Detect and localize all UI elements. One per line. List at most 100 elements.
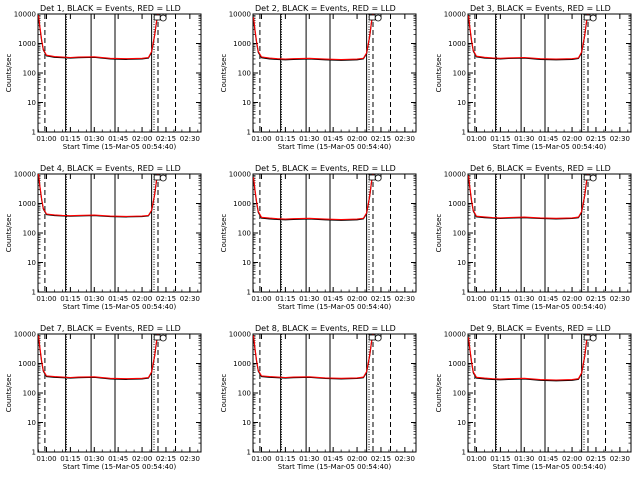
- x-tick-label: 01:30: [514, 135, 534, 143]
- series-line-lld: [37, 173, 159, 217]
- series-line-lld: [252, 333, 374, 379]
- y-tick-label: 1000: [18, 40, 36, 48]
- x-tick-label: 02:15: [156, 135, 176, 143]
- x-tick-label: 02:00: [562, 295, 582, 303]
- y-tick-label: 1: [247, 129, 251, 137]
- plot-frame: [37, 333, 202, 453]
- x-tick-label: 02:30: [395, 295, 415, 303]
- y-tick-label: 1000: [448, 200, 466, 208]
- series-line-events: [252, 13, 374, 61]
- y-tick-label: 10000: [444, 171, 466, 179]
- series-line-events: [37, 13, 159, 60]
- box-marker-icon: [583, 174, 591, 181]
- x-tick-label: 01:00: [36, 295, 56, 303]
- plot-frame: [467, 173, 632, 293]
- series-line-events: [467, 333, 589, 382]
- box-marker-icon: [153, 14, 161, 21]
- y-tick-label: 100: [453, 230, 466, 238]
- x-axis-label: Start Time (15-Mar-05 00:54:40): [278, 303, 392, 311]
- box-marker-icon: [368, 334, 376, 341]
- panel-det-5: Det 5, BLACK = Events, RED = LLD 1 10 100 10…: [220, 164, 417, 311]
- x-tick-label: 01:30: [514, 295, 534, 303]
- x-tick-label: 02:15: [371, 135, 391, 143]
- y-axis-label: Counts/sec: [220, 374, 228, 413]
- x-tick-label: 01:00: [466, 455, 486, 463]
- panel-det-6: Det 6, BLACK = Events, RED = LLD 1 10 100 10…: [435, 164, 632, 311]
- y-tick-label: 10000: [444, 11, 466, 19]
- circle-marker-icon: [159, 174, 167, 182]
- y-tick-label: 1000: [18, 360, 36, 368]
- series-line-events: [37, 173, 159, 218]
- y-tick-label: 10: [27, 259, 36, 267]
- x-tick-label: 02:15: [156, 295, 176, 303]
- panel-det-2: Det 2, BLACK = Events, RED = LLD 1 10 100 10…: [220, 4, 417, 151]
- x-axis-label: Start Time (15-Mar-05 00:54:40): [493, 463, 607, 471]
- box-marker-icon: [583, 334, 591, 341]
- plot-title: Det 5, BLACK = Events, RED = LLD: [255, 164, 396, 173]
- y-tick-label: 1000: [18, 200, 36, 208]
- x-tick-label: 01:15: [60, 455, 80, 463]
- plot-frame: [252, 333, 417, 453]
- y-axis-label: Counts/sec: [435, 54, 443, 93]
- x-tick-label: 02:30: [180, 295, 200, 303]
- y-tick-label: 10: [242, 259, 251, 267]
- x-tick-label: 01:00: [466, 295, 486, 303]
- series-line-events: [467, 173, 589, 220]
- x-tick-label: 01:15: [275, 135, 295, 143]
- panel-det-3: Det 3, BLACK = Events, RED = LLD 1 10 100 10…: [435, 4, 632, 151]
- x-tick-label: 02:00: [347, 135, 367, 143]
- series-line-lld: [37, 333, 159, 380]
- series-line-events: [252, 333, 374, 380]
- x-tick-label: 02:15: [586, 455, 606, 463]
- circle-marker-icon: [159, 14, 167, 22]
- circle-marker-icon: [374, 14, 382, 22]
- panel-det-7: Det 7, BLACK = Events, RED = LLD 1 10 100 10…: [5, 324, 202, 471]
- plot-title: Det 4, BLACK = Events, RED = LLD: [40, 164, 181, 173]
- series-line-lld: [252, 13, 374, 61]
- x-tick-label: 02:00: [562, 135, 582, 143]
- series-line-events: [467, 13, 589, 61]
- series-line-events: [37, 333, 159, 380]
- y-tick-label: 100: [23, 70, 36, 78]
- y-tick-label: 100: [23, 230, 36, 238]
- y-tick-label: 10000: [14, 171, 36, 179]
- y-tick-label: 1: [32, 129, 36, 137]
- y-axis-label: Counts/sec: [5, 54, 13, 93]
- x-tick-label: 01:15: [490, 295, 510, 303]
- series-line-lld: [467, 333, 589, 381]
- y-tick-label: 1000: [448, 360, 466, 368]
- y-tick-label: 1: [462, 449, 466, 457]
- panel-det-1: Det 1, BLACK = Events, RED = LLD 1 10 100 10…: [5, 4, 202, 151]
- x-tick-label: 01:30: [514, 455, 534, 463]
- y-tick-label: 100: [238, 390, 251, 398]
- x-tick-label: 01:30: [299, 295, 319, 303]
- y-tick-label: 10000: [444, 331, 466, 339]
- y-tick-label: 1000: [233, 200, 251, 208]
- x-tick-label: 01:30: [299, 455, 319, 463]
- x-tick-label: 01:30: [84, 135, 104, 143]
- x-tick-label: 02:00: [347, 455, 367, 463]
- panel-det-4: Det 4, BLACK = Events, RED = LLD 1 10 100 10…: [5, 164, 202, 311]
- plot-title: Det 2, BLACK = Events, RED = LLD: [255, 4, 396, 13]
- x-tick-label: 01:30: [84, 455, 104, 463]
- y-tick-label: 10: [242, 419, 251, 427]
- y-tick-label: 10000: [229, 171, 251, 179]
- y-tick-label: 10: [457, 99, 466, 107]
- y-axis-label: Counts/sec: [435, 374, 443, 413]
- panel-det-9: Det 9, BLACK = Events, RED = LLD 1 10 100 10…: [435, 324, 632, 471]
- series-line-lld: [37, 13, 159, 60]
- x-tick-label: 01:00: [251, 455, 271, 463]
- y-tick-label: 1: [32, 289, 36, 297]
- circle-marker-icon: [159, 334, 167, 342]
- y-tick-label: 1: [247, 449, 251, 457]
- x-tick-label: 01:45: [108, 135, 128, 143]
- x-tick-label: 02:30: [610, 455, 630, 463]
- y-tick-label: 100: [23, 390, 36, 398]
- x-tick-label: 02:00: [132, 295, 152, 303]
- x-tick-label: 02:15: [156, 455, 176, 463]
- plot-frame: [37, 13, 202, 133]
- x-tick-label: 01:00: [251, 135, 271, 143]
- box-marker-icon: [153, 174, 161, 181]
- x-tick-label: 01:00: [36, 455, 56, 463]
- x-tick-label: 01:00: [466, 135, 486, 143]
